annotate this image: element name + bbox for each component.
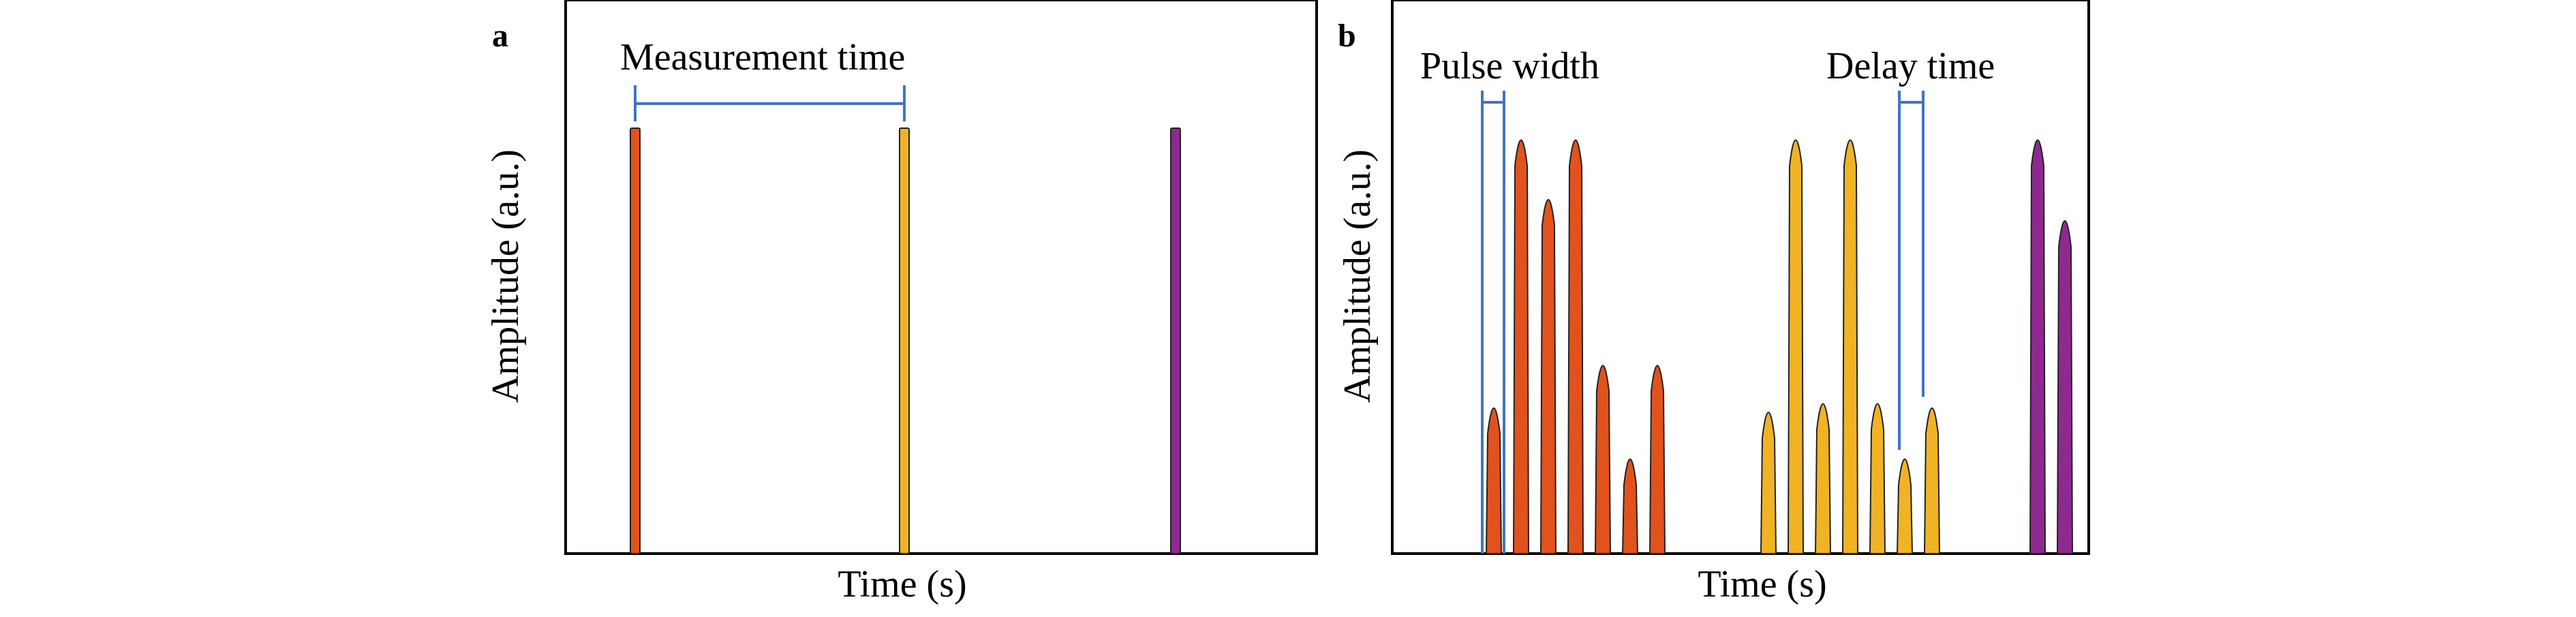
pulse-bar — [899, 127, 910, 554]
pulse-spike — [1485, 407, 1503, 554]
pulse-spike — [1896, 458, 1914, 554]
panel-a: a Amplitude (a.u.) Time (s) Measurement … — [485, 0, 1318, 605]
pulse-spike — [1649, 365, 1666, 554]
panel-a-frame — [564, 0, 1318, 555]
panel-b-xlabel: Time (s) — [1698, 563, 1826, 605]
delay-time-label: Delay time — [1826, 45, 1995, 87]
pulse-bar — [630, 127, 641, 554]
pulse-spike — [1841, 139, 1859, 554]
pulse-spike — [1814, 403, 1832, 554]
panel-b-label: b — [1338, 18, 1356, 54]
panel-b: b Amplitude (a.u.) Time (s) Pulse width … — [1336, 0, 2090, 605]
measurement-time-bracket — [634, 85, 906, 121]
panel-b-frame — [1391, 0, 2090, 555]
panel-a-label: a — [492, 18, 508, 54]
pulse-spike — [1869, 403, 1886, 554]
pulse-spike — [1512, 139, 1530, 554]
pulse-spike — [1923, 407, 1941, 554]
pulse-spike — [2029, 139, 2046, 554]
pulse-spike — [2056, 220, 2074, 554]
pulse-spike — [1621, 458, 1639, 554]
pulse-width-bracket — [1481, 91, 1505, 554]
pulse-spike — [1539, 199, 1557, 554]
pulse-bar — [1170, 127, 1181, 554]
delay-time-bracket — [1898, 91, 1925, 450]
panel-b-ylabel: Amplitude (a.u.) — [1336, 149, 1379, 403]
panel-a-ylabel: Amplitude (a.u.) — [485, 149, 527, 403]
pulse-spike — [1760, 412, 1777, 554]
panel-b-pulses — [1485, 139, 2074, 554]
panel-a-pulses — [630, 127, 1181, 554]
measurement-time-label: Measurement time — [620, 36, 905, 78]
pulse-spike — [1567, 139, 1584, 554]
panel-a-xlabel: Time (s) — [838, 563, 966, 605]
pulse-spike — [1787, 139, 1805, 554]
pulse-spike — [1594, 365, 1612, 554]
pulse-width-label: Pulse width — [1420, 45, 1599, 87]
